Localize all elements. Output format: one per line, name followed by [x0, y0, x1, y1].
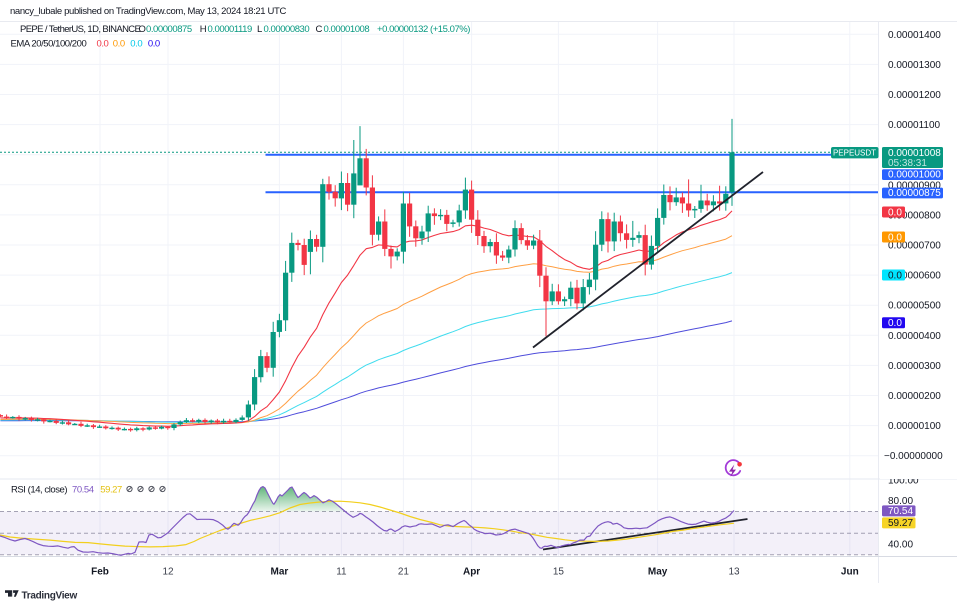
- svg-text:13: 13: [728, 567, 740, 578]
- svg-text:0.00000400: 0.00000400: [888, 331, 941, 342]
- svg-text:15: 15: [553, 567, 565, 578]
- svg-text:C: C: [316, 24, 323, 35]
- svg-text:0.00000200: 0.00000200: [888, 391, 941, 402]
- svg-text:0.00000900: 0.00000900: [888, 180, 941, 191]
- svg-text:0.00001300: 0.00001300: [888, 60, 941, 71]
- svg-text:Mar: Mar: [271, 567, 289, 578]
- svg-text:0.00001008: 0.00001008: [324, 24, 370, 35]
- svg-text:0.00000500: 0.00000500: [888, 301, 941, 312]
- svg-text:0.0: 0.0: [130, 38, 142, 49]
- svg-text:100.00: 100.00: [888, 476, 919, 487]
- svg-text:+0.00000132 (+15.07%): +0.00000132 (+15.07%): [377, 24, 470, 35]
- svg-text:Apr: Apr: [463, 567, 480, 578]
- svg-text:0.00000830: 0.00000830: [264, 24, 310, 35]
- svg-text:0.00001200: 0.00001200: [888, 90, 941, 101]
- svg-text:0.0: 0.0: [97, 38, 109, 49]
- svg-text:EMA 20/50/100/200: EMA 20/50/100/200: [11, 38, 87, 49]
- svg-text:80.00: 80.00: [888, 496, 913, 507]
- svg-text:21: 21: [398, 567, 410, 578]
- svg-text:0.0: 0.0: [888, 208, 902, 219]
- svg-text:0.00001008: 0.00001008: [888, 148, 941, 159]
- svg-text:0.00000875: 0.00000875: [146, 24, 192, 35]
- svg-text:0.00000600: 0.00000600: [888, 271, 941, 282]
- svg-text:70.54: 70.54: [888, 506, 913, 517]
- svg-text:0.00000700: 0.00000700: [888, 241, 941, 252]
- svg-text:0.00001100: 0.00001100: [888, 120, 941, 131]
- svg-text:nancy_lubale published on Trad: nancy_lubale published on TradingView.co…: [10, 6, 286, 17]
- svg-text:0.00001400: 0.00001400: [888, 30, 941, 41]
- svg-text:−0.00000000: −0.00000000: [884, 451, 943, 462]
- svg-text:PEPE / TetherUS, 1D, BINANCE: PEPE / TetherUS, 1D, BINANCE: [20, 24, 141, 35]
- svg-text:0.00001119: 0.00001119: [208, 24, 252, 35]
- svg-text:0.0: 0.0: [888, 318, 902, 329]
- svg-text:11: 11: [336, 567, 347, 578]
- svg-text:0.0: 0.0: [148, 38, 160, 49]
- svg-text:TradingView: TradingView: [22, 591, 78, 602]
- svg-text:59.27: 59.27: [100, 485, 122, 496]
- svg-text:0.00001000: 0.00001000: [888, 170, 941, 181]
- svg-text:0.0: 0.0: [113, 38, 125, 49]
- svg-text:59.27: 59.27: [888, 518, 913, 529]
- svg-text:L: L: [257, 24, 262, 35]
- svg-text:O: O: [139, 24, 146, 35]
- svg-text:0.00000800: 0.00000800: [888, 210, 941, 221]
- svg-text:Jun: Jun: [841, 567, 859, 578]
- svg-text:Feb: Feb: [91, 567, 109, 578]
- svg-text:PEPEUSDT: PEPEUSDT: [833, 149, 876, 158]
- svg-text:12: 12: [162, 567, 174, 578]
- svg-text:0.0: 0.0: [888, 271, 902, 282]
- svg-text:05:38:31: 05:38:31: [888, 158, 927, 169]
- svg-text:70.54: 70.54: [72, 485, 94, 496]
- svg-text:0.00000300: 0.00000300: [888, 361, 941, 372]
- svg-text:0.0: 0.0: [888, 233, 902, 244]
- svg-text:May: May: [648, 567, 668, 578]
- svg-text:H: H: [200, 24, 207, 35]
- svg-text:0.00000100: 0.00000100: [888, 421, 941, 432]
- svg-text:40.00: 40.00: [888, 540, 913, 551]
- svg-text:0.00000875: 0.00000875: [888, 188, 941, 199]
- svg-text:RSI (14, close): RSI (14, close): [11, 485, 67, 496]
